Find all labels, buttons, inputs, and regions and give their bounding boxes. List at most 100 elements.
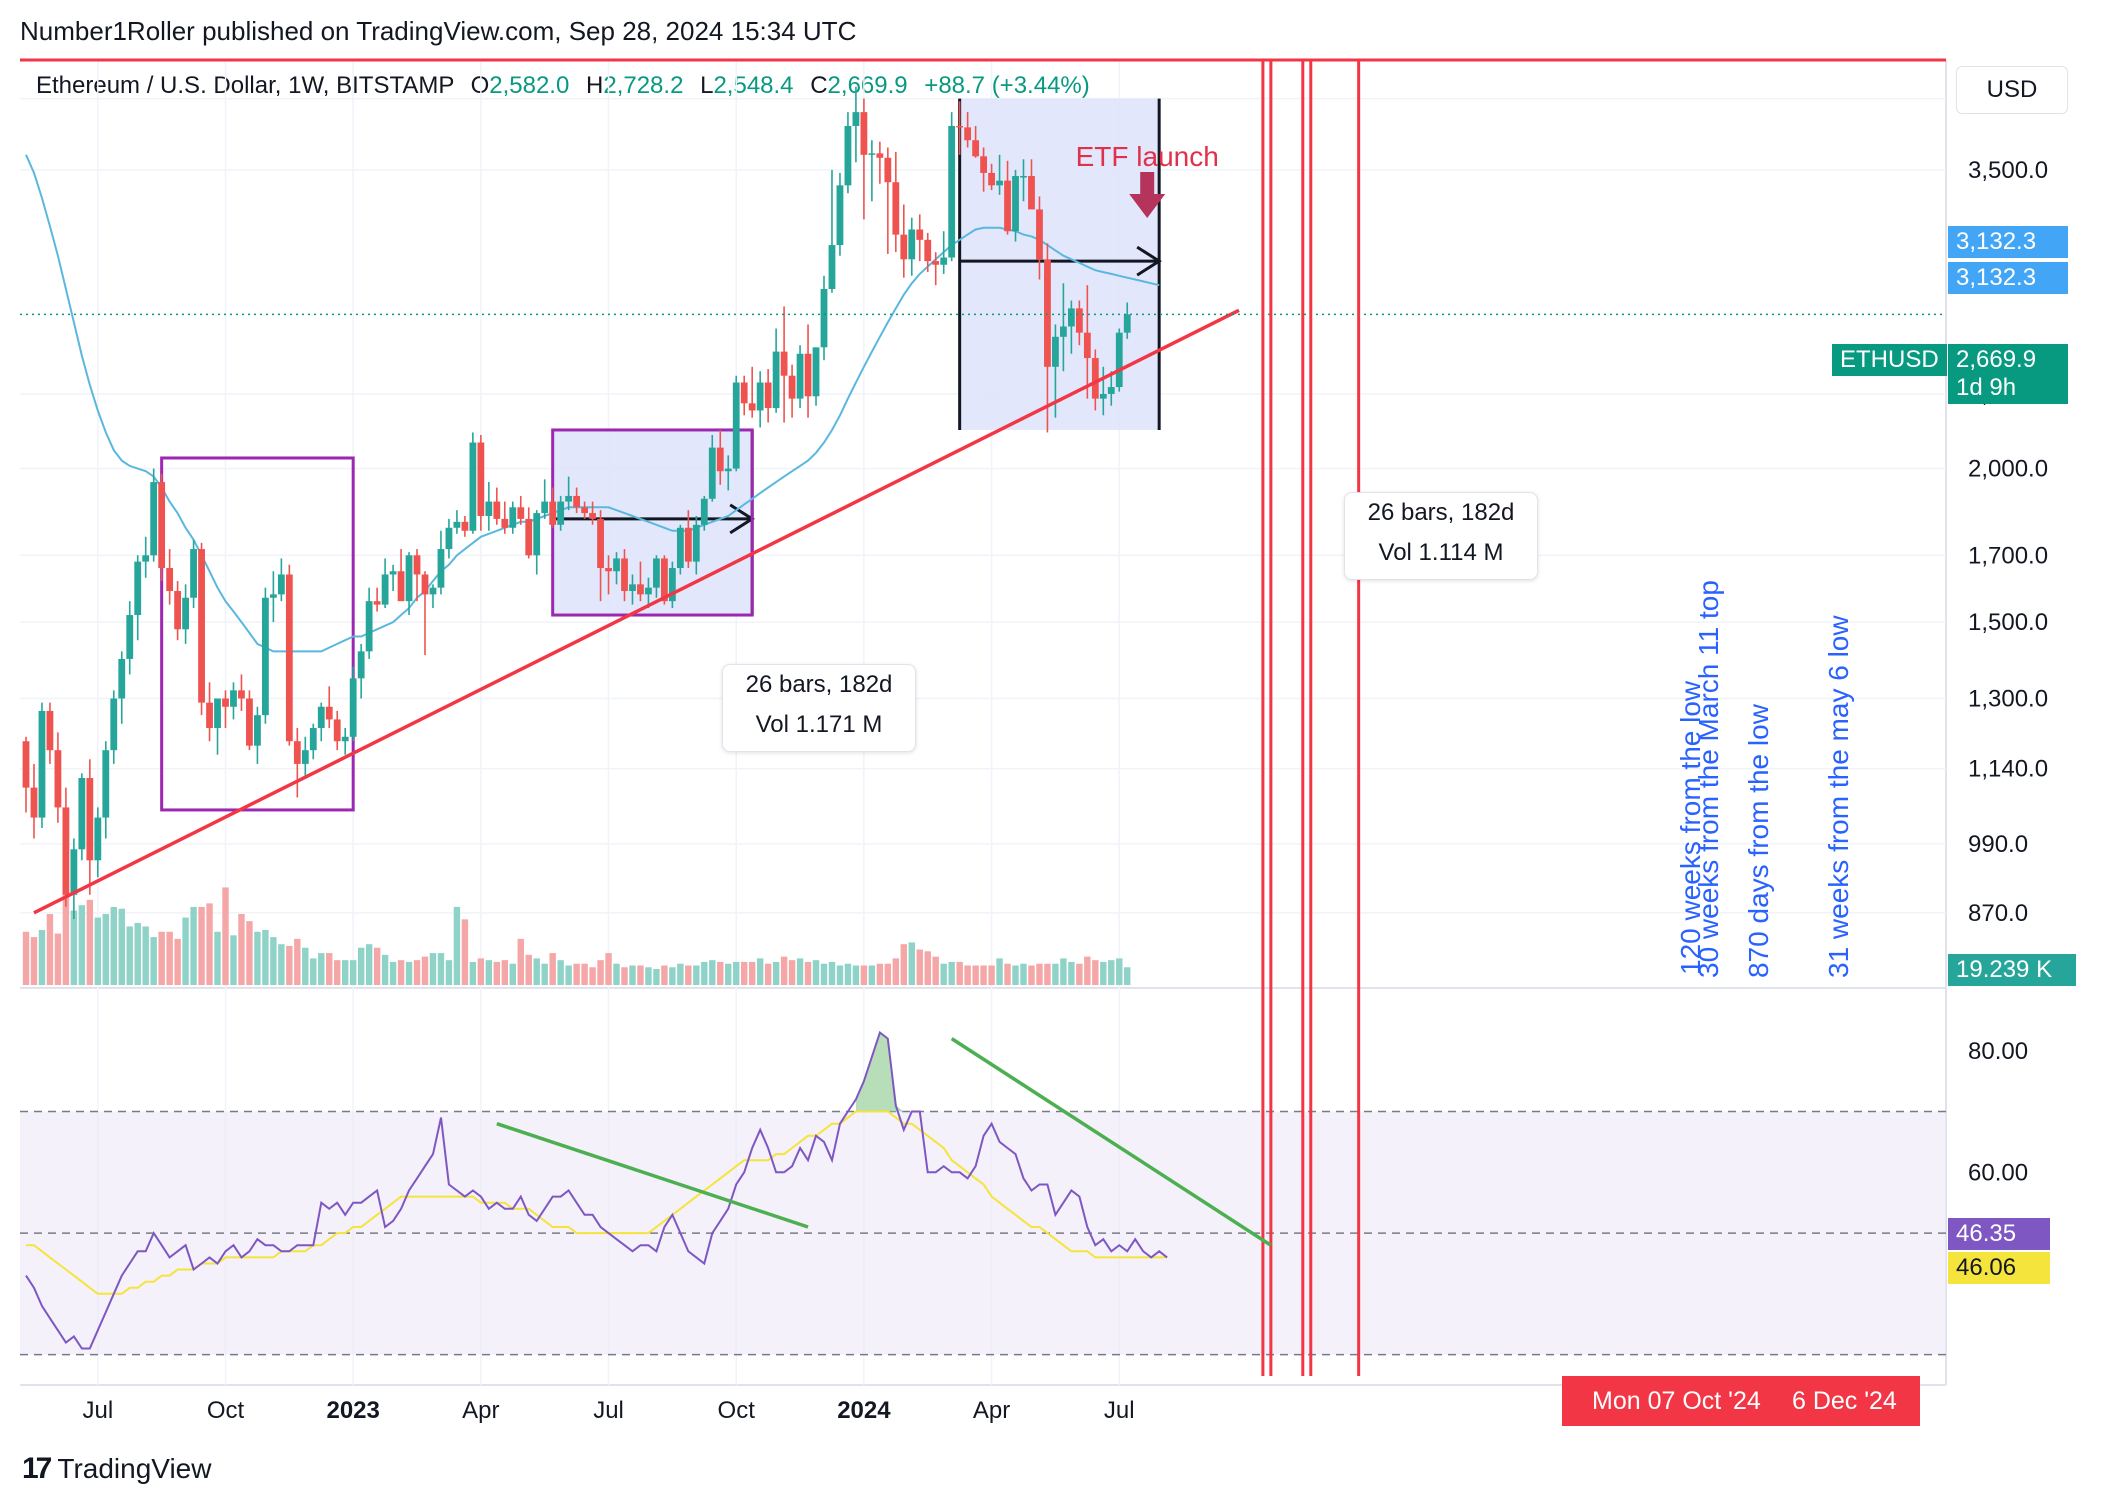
candle [62,787,70,907]
volume-bar [461,919,469,985]
candle [836,172,844,256]
candle-body [700,498,708,525]
volume-bar [900,944,907,985]
candle [429,584,437,609]
volume-bar [1068,961,1075,985]
volume-bar [1044,963,1051,985]
volume-bar [1124,967,1131,985]
price-tick-label: 3,500.0 [1968,157,2048,184]
volume-bar [725,963,732,985]
volume-bar [134,922,141,985]
time-tick-label: 2024 [837,1397,891,1424]
range-info-box-2: 26 bars, 182d Vol 1.114 M [1344,492,1538,580]
symbol-title[interactable]: Ethereum / U.S. Dollar, 1W, BITSTAMP [36,72,454,99]
candle-body [1028,176,1035,210]
volume-bar [453,906,461,985]
volume-bar [485,960,493,985]
volume-bar [956,961,963,985]
candle [581,501,588,519]
candle [700,495,708,531]
rsi-trendline [950,1037,1272,1247]
volume-bar [413,960,421,985]
candle [748,366,756,418]
candle [86,759,94,895]
candle-body [908,229,916,260]
volume-bar [94,917,102,985]
candle-body [661,558,668,602]
candle-body [676,527,684,569]
candle-body [293,741,301,764]
candle [277,558,285,602]
volume-bar [190,906,197,985]
candle [30,763,38,839]
candle-body [46,710,54,751]
date-label-dec: 6 Dec '24 [1792,1387,1897,1415]
candle [405,552,413,616]
volume-bar [988,965,995,985]
volume-bar [230,935,237,985]
candle [262,587,269,724]
volume-bar [741,961,748,985]
candle [772,328,780,413]
volume-bar [908,942,915,985]
volume-bar [365,944,373,985]
candle-body [94,817,102,861]
currency-selector[interactable]: USD [1956,66,2068,114]
candle [988,163,995,191]
candle-body [708,447,716,499]
volume-bar [581,963,588,985]
candle-body [126,615,134,659]
candle [70,838,78,920]
volume-bar [381,954,389,985]
price-tick-label: 1,140.0 [1968,756,2048,783]
rsi-line [25,1030,1168,1350]
volume-bar [868,965,876,985]
volume-bar [573,963,580,985]
candle [174,581,182,641]
date-range-fill [959,98,1160,430]
volume-bar [844,963,852,985]
candle-body [325,706,333,720]
candle [533,510,541,575]
candle-body [653,558,660,588]
candle-body [581,507,588,514]
candle [645,577,652,609]
rsi-lines [25,1030,1272,1350]
time-tick-label: Oct [718,1397,756,1424]
volume-bar [198,906,205,985]
volume-bar [262,930,269,985]
candle [1036,196,1043,280]
volume-bar [62,875,70,985]
candle-body [54,750,62,808]
volume-bar [166,931,173,985]
volume-bar [541,963,548,985]
volume-bar [804,961,812,985]
candle-body [996,180,1003,186]
candle-body [605,568,612,572]
candle [182,584,189,644]
candle-body [764,382,772,409]
time-tick-label: 2023 [326,1397,379,1424]
volume-bar [206,903,213,985]
tradingview-logo[interactable]: 17 TradingView [22,1452,211,1486]
candle [860,98,868,220]
volume-bar [892,958,900,985]
volume-bar [118,908,125,985]
time-tick-label: Apr [462,1397,499,1424]
date-range-highlight: Mon 07 Oct '24 6 Dec '24 [1562,1376,1920,1426]
candle [948,112,956,262]
candle-body [924,239,932,262]
candle-body [22,741,30,788]
volume-bar [557,960,564,985]
price-tick-label: 1,300.0 [1968,685,2048,712]
candle [724,455,732,491]
candle [437,530,445,595]
candle-body [269,594,277,598]
candle [477,434,485,531]
symbol-tag: ETHUSD [1832,344,1947,376]
volume-bar [812,960,820,985]
candle [373,587,381,612]
candle [884,147,892,254]
vertical-annotation-vtext-4: 31 weeks from the may 6 low [1823,615,1854,978]
